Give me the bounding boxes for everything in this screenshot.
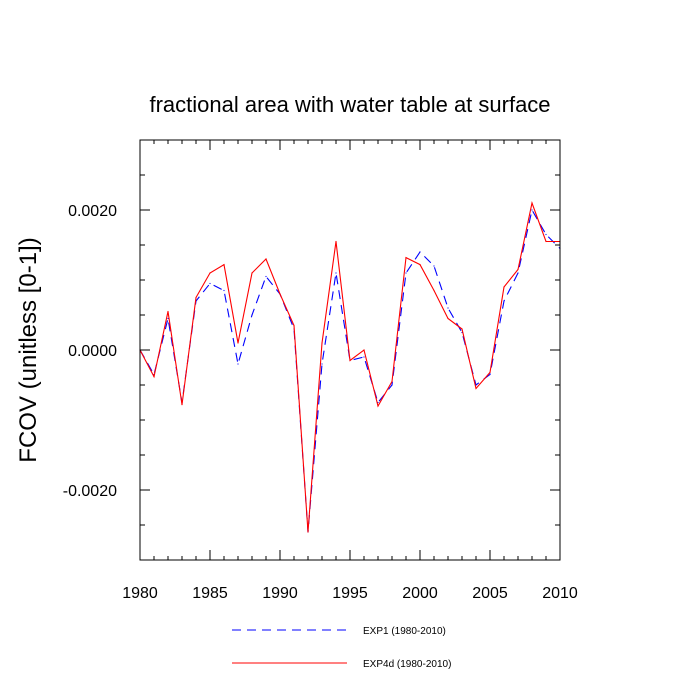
data-point	[251, 272, 253, 274]
data-point	[265, 258, 267, 260]
data-point	[335, 240, 337, 243]
data-point	[377, 405, 379, 407]
data-point	[223, 289, 225, 292]
x-tick-label: 1985	[192, 585, 228, 602]
plot-frame	[139, 139, 561, 561]
data-point	[391, 384, 393, 386]
data-point	[433, 265, 435, 267]
plot-area	[139, 201, 561, 533]
data-point	[251, 314, 253, 316]
y-axis-title: FCOV (unitless [0-1])	[15, 237, 42, 462]
data-point	[153, 376, 155, 378]
y-tick-label: 0.0020	[68, 203, 117, 220]
series-line-2	[139, 201, 560, 533]
data-point	[279, 293, 281, 295]
data-point	[209, 272, 211, 274]
series-line-1	[139, 208, 561, 533]
data-point	[475, 387, 477, 390]
data-point	[321, 342, 323, 344]
data-point	[293, 324, 295, 327]
data-point	[237, 363, 239, 365]
data-point	[321, 363, 323, 365]
x-tick-label: 2005	[472, 585, 508, 602]
data-point	[531, 202, 533, 204]
data-point	[265, 275, 267, 278]
data-point	[391, 380, 393, 383]
data-point	[223, 264, 225, 266]
data-point	[517, 268, 519, 271]
data-point	[307, 531, 309, 533]
data-point	[447, 317, 449, 320]
data-point	[489, 373, 491, 376]
axes: 1980 1985 1990 1995 2000 2005 2010 -0.0020 0.000…	[63, 139, 578, 602]
data-point	[405, 257, 407, 259]
data-point	[419, 251, 421, 253]
y-tick-label: 0.0000	[68, 343, 117, 360]
data-point	[167, 310, 169, 313]
data-point	[517, 272, 519, 274]
data-point	[335, 272, 337, 274]
data-point	[195, 296, 197, 299]
x-tick-label: 1980	[122, 585, 158, 602]
data-point	[545, 233, 547, 236]
data-point	[503, 286, 505, 288]
x-tick-label: 2000	[402, 585, 438, 602]
data-point	[503, 300, 505, 302]
data-point	[363, 349, 365, 351]
x-tick-label: 1990	[262, 585, 298, 602]
data-point	[181, 404, 183, 406]
data-point	[433, 289, 435, 292]
x-tick-label: 1995	[332, 585, 368, 602]
data-point	[545, 240, 547, 243]
legend-label-2: EXP4d (1980-2010)	[363, 659, 451, 670]
data-point	[209, 282, 211, 285]
data-point	[461, 328, 463, 330]
x-tick-label: 2010	[542, 585, 578, 602]
legend-label-1: EXP1 (1980-2010)	[363, 626, 446, 637]
legend: EXP1 (1980-2010) EXP4d (1980-2010)	[232, 626, 451, 670]
data-point	[237, 342, 239, 344]
data-point	[167, 317, 169, 320]
data-point	[419, 264, 421, 266]
data-point	[363, 356, 365, 358]
chart-title: fractional area with water table at surf…	[149, 92, 550, 117]
data-point	[405, 272, 407, 274]
data-point	[447, 307, 449, 309]
y-tick-label: -0.0020	[63, 483, 117, 500]
data-point	[489, 371, 491, 373]
data-point	[349, 359, 351, 362]
data-point	[531, 209, 533, 211]
